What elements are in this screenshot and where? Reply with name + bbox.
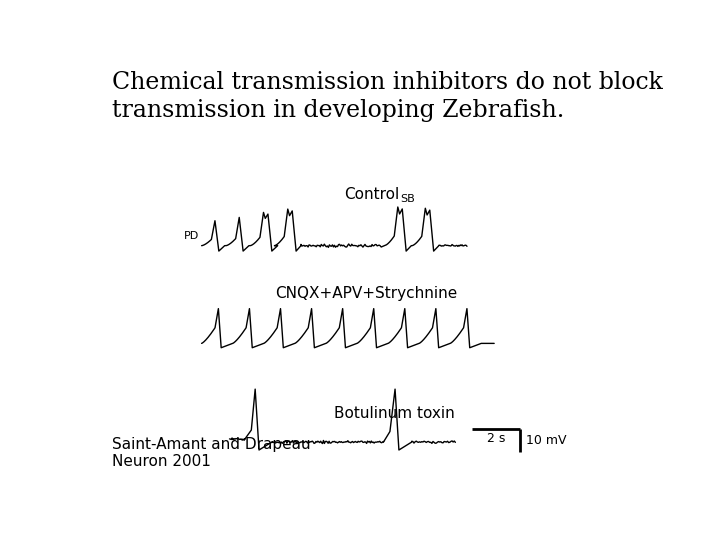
Text: Saint-Amant and Drapeau
Neuron 2001: Saint-Amant and Drapeau Neuron 2001 bbox=[112, 437, 311, 469]
Text: CNQX+APV+Strychnine: CNQX+APV+Strychnine bbox=[275, 286, 457, 301]
Text: Chemical transmission inhibitors do not block
transmission in developing Zebrafi: Chemical transmission inhibitors do not … bbox=[112, 71, 663, 123]
Text: 2 s: 2 s bbox=[487, 431, 505, 444]
Text: PD: PD bbox=[184, 231, 199, 241]
Text: SB: SB bbox=[400, 194, 415, 204]
Text: 10 mV: 10 mV bbox=[526, 434, 567, 448]
Text: Botulinum toxin: Botulinum toxin bbox=[334, 406, 454, 421]
Text: Control: Control bbox=[344, 187, 400, 202]
